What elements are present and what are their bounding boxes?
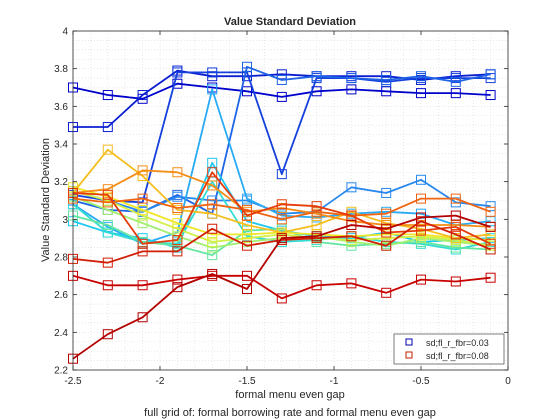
y-tick-label: 2.2 — [54, 366, 68, 377]
x-tick-label: -1 — [330, 376, 339, 387]
caption: full grid of: formal borrowing rate and … — [144, 407, 436, 419]
x-tick-label: 0 — [505, 376, 511, 387]
y-tick-label: 3.4 — [54, 140, 68, 151]
y-tick-label: 3.8 — [54, 64, 68, 75]
legend-label-1: sd;fl_r_fbr=0.08 — [426, 351, 489, 361]
x-tick-label: -0.5 — [412, 376, 430, 387]
y-tick-label: 3.6 — [54, 102, 68, 113]
legend: sd;fl_r_fbr=0.03 sd;fl_r_fbr=0.08 — [394, 334, 504, 364]
x-axis-label: formal menu even gap — [235, 389, 344, 401]
y-tick-label: 4 — [62, 27, 68, 38]
x-tick-label: -1.5 — [238, 376, 256, 387]
y-tick-label: 3 — [62, 215, 68, 226]
legend-label-0: sd;fl_r_fbr=0.03 — [426, 338, 489, 348]
x-tick-label: -2 — [156, 376, 165, 387]
chart-title: Value Standard Deviation — [224, 16, 356, 28]
x-tick-label: -2.5 — [64, 376, 82, 387]
y-tick-label: 2.8 — [54, 253, 68, 264]
y-tick-label: 2.6 — [54, 290, 68, 301]
y-tick-label: 2.4 — [54, 328, 68, 339]
y-tick-label: 3.2 — [54, 177, 68, 188]
y-axis-label: Value Standard Deviation — [40, 138, 52, 262]
